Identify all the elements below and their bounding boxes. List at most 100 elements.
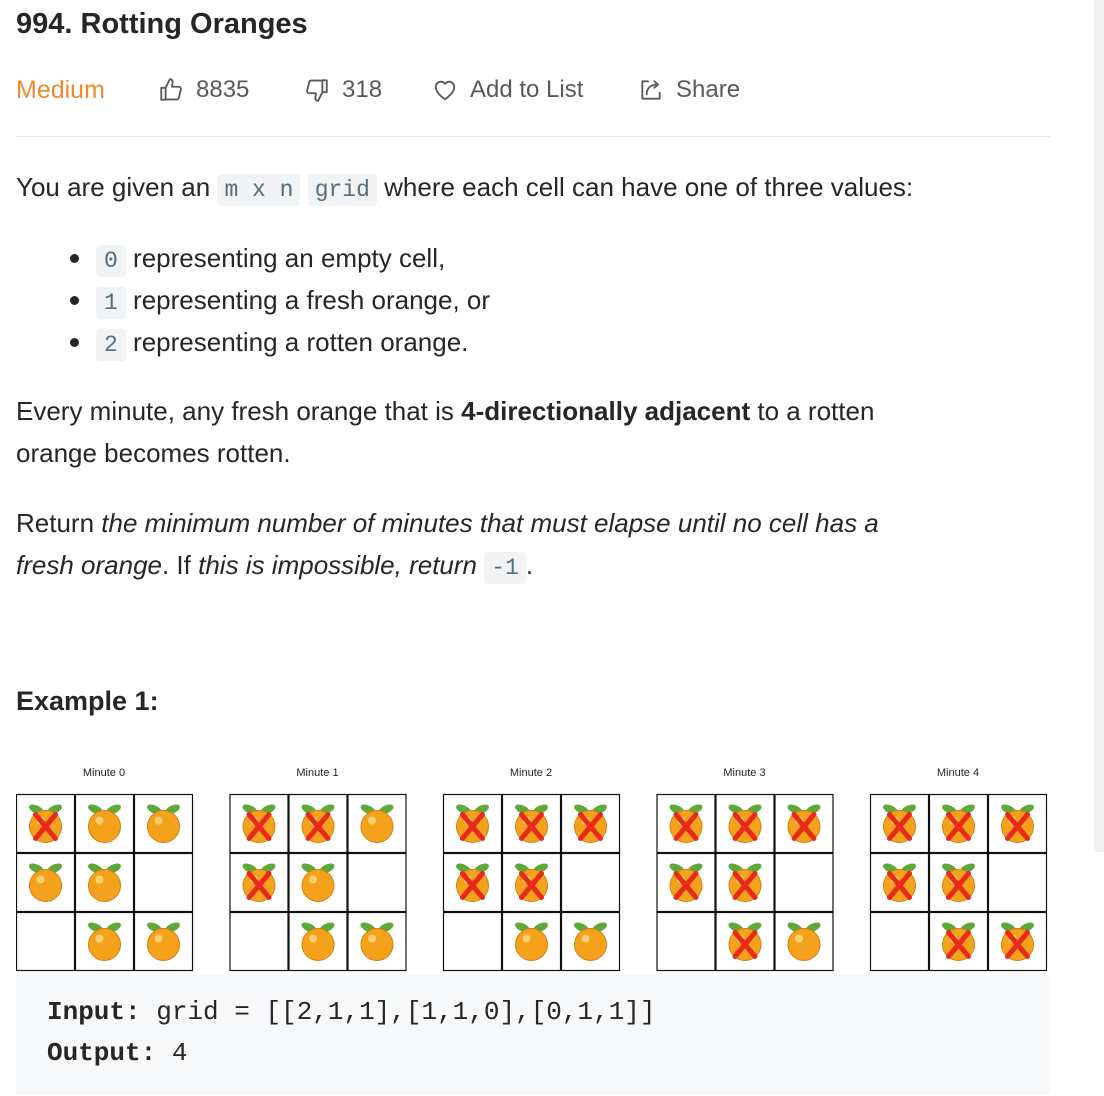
return-paragraph: Return the minimum number of minutes tha…	[16, 502, 1026, 589]
like-count: 8835	[196, 76, 250, 103]
rotten-orange-icon	[883, 804, 916, 843]
rotten-orange-icon	[1001, 804, 1034, 843]
share-label: Share	[676, 76, 741, 103]
like-button[interactable]: 8835	[158, 72, 249, 108]
output-line: Output: 4	[47, 1033, 187, 1073]
rotten-orange-icon	[574, 804, 607, 843]
intro-text: You are given an	[16, 172, 211, 202]
minute-panel: Minute 3	[656, 767, 834, 972]
rotten-orange-icon	[728, 863, 762, 902]
input-line: Input: grid = [[2,1,1],[1,1,0],[0,1,1]]	[47, 992, 656, 1032]
share-button[interactable]: Share	[638, 72, 740, 108]
rotten-orange-icon	[883, 863, 916, 902]
cell-values-list: 0 representing an empty cell, 1 represen…	[16, 237, 490, 363]
input-value: grid = [[2,1,1],[1,1,0],[0,1,1]]	[156, 997, 656, 1027]
thumbs-down-icon	[306, 79, 328, 102]
minute-panel: Minute 0	[16, 767, 194, 972]
list-item-text: representing an empty cell,	[133, 243, 446, 273]
fresh-orange-icon	[147, 804, 180, 843]
rotten-orange-icon	[669, 863, 703, 902]
rotten-orange-icon	[301, 804, 335, 843]
minute-panel: Minute 4	[869, 767, 1048, 972]
rotten-orange-icon	[456, 804, 489, 843]
return-text: Return	[16, 508, 95, 538]
rotten-orange-icon	[728, 804, 762, 843]
list-item: 0 representing an empty cell,	[16, 237, 490, 279]
rule-paragraph: Every minute, any fresh orange that is 4…	[16, 390, 1026, 474]
problem-meta-bar: Medium 8835 318 Add to List Share	[16, 72, 1050, 108]
inline-code: 1	[96, 287, 126, 319]
inline-code: 2	[96, 329, 126, 361]
header-divider	[16, 136, 1050, 137]
rule-text-line2: orange becomes rotten.	[16, 438, 291, 468]
grid-cell	[133, 852, 194, 913]
fresh-orange-icon	[360, 804, 394, 843]
grid-cell	[560, 852, 621, 913]
dislike-count: 318	[342, 76, 383, 103]
share-icon	[641, 80, 661, 100]
difficulty-badge: Medium	[16, 75, 105, 104]
inline-code-grid: grid	[307, 174, 377, 206]
rotten-orange-icon	[787, 804, 821, 843]
heart-icon	[434, 80, 456, 101]
rotten-orange-icon	[942, 863, 975, 902]
rotten-orange-icon	[1001, 922, 1034, 961]
example-io-panel: Input: grid = [[2,1,1],[1,1,0],[0,1,1]] …	[16, 975, 1050, 1095]
rotten-orange-icon	[242, 863, 276, 902]
grid-cell	[869, 911, 930, 972]
return-emphasis: the minimum number of minutes that must …	[101, 508, 879, 538]
rotten-orange-icon	[456, 863, 489, 902]
grid-cell	[987, 852, 1048, 913]
example-figure: Minute 0 Minute 1 Minute 2 Minute 3 Minute 4	[16, 767, 1048, 972]
grid-cell	[442, 911, 503, 972]
scrollbar-track[interactable]	[1094, 0, 1104, 852]
grid-cell	[16, 911, 76, 972]
output-value: 4	[171, 1038, 188, 1068]
grid-cell	[229, 911, 289, 972]
rotten-orange-icon	[29, 804, 62, 843]
fresh-orange-icon	[29, 863, 62, 902]
minute-label: Minute 1	[296, 767, 338, 779]
inline-code-m-x-n: m x n	[217, 174, 301, 206]
return-text-mid: . If	[161, 550, 191, 580]
output-label: Output:	[47, 1038, 157, 1068]
example-title: Example 1:	[16, 686, 159, 716]
list-item: 2 representing a rotten orange.	[16, 321, 490, 363]
intro-text-end: where each cell can have one of three va…	[384, 172, 914, 202]
rotten-orange-icon	[242, 804, 276, 843]
add-to-list-button[interactable]: Add to List	[432, 72, 583, 108]
rotten-orange-icon	[515, 804, 548, 843]
list-item-text: representing a fresh orange, or	[133, 285, 491, 315]
rotten-orange-icon	[942, 922, 975, 961]
minute-label: Minute 4	[937, 767, 979, 779]
intro-paragraph: You are given an m x n grid where each c…	[16, 166, 913, 211]
rotten-orange-icon	[942, 804, 975, 843]
fresh-orange-icon	[515, 922, 548, 961]
rotten-orange-icon	[669, 804, 703, 843]
grid-cell	[774, 852, 834, 913]
minute-panel: Minute 1	[229, 767, 407, 972]
minute-label: Minute 0	[83, 767, 125, 779]
fresh-orange-icon	[360, 922, 394, 961]
return-text-end: .	[525, 550, 534, 580]
rotten-orange-icon	[728, 922, 762, 961]
fresh-orange-icon	[301, 922, 335, 961]
fresh-orange-icon	[147, 922, 180, 961]
input-label: Input:	[47, 997, 141, 1027]
minute-label: Minute 3	[723, 767, 765, 779]
return-emphasis-3: this is impossible, return	[198, 550, 478, 580]
grid-cell	[656, 911, 716, 972]
dislike-button[interactable]: 318	[304, 72, 382, 108]
fresh-orange-icon	[301, 863, 335, 902]
fresh-orange-icon	[574, 922, 607, 961]
fresh-orange-icon	[88, 804, 121, 843]
fresh-orange-icon	[88, 922, 121, 961]
inline-code: 0	[96, 245, 126, 277]
inline-code-minus-one: -1	[484, 552, 526, 584]
minute-label: Minute 2	[510, 767, 552, 779]
rotten-orange-icon	[515, 863, 548, 902]
grid-cell	[347, 852, 407, 913]
fresh-orange-icon	[88, 863, 121, 902]
minute-panel: Minute 2	[442, 767, 621, 972]
list-item: 1 representing a fresh orange, or	[16, 279, 490, 321]
